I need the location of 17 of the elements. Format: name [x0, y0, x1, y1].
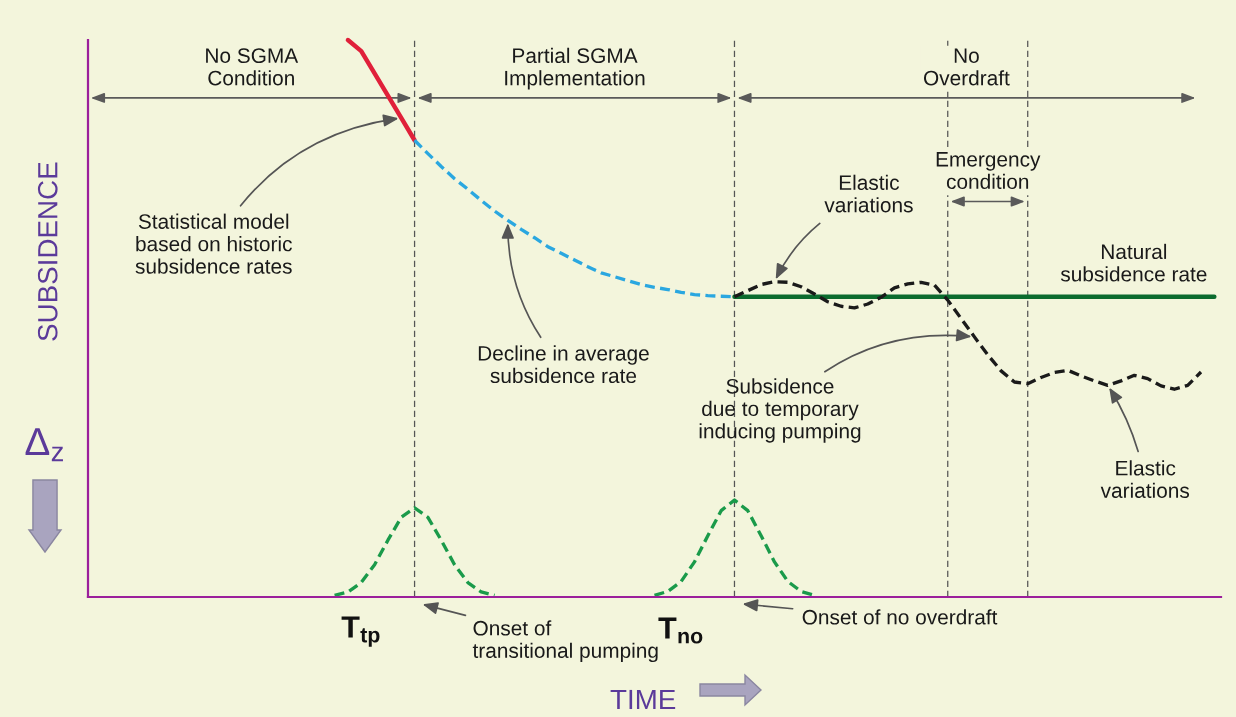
annotation: Decline in average subsidence rate	[478, 345, 649, 384]
x-tick-label: T$_{no}$	[658, 617, 703, 644]
annotation: Emergency condition	[936, 152, 1041, 190]
series-label: Natural subsidence rate	[1060, 243, 1207, 282]
annotation: Partial SGMA Implementation	[505, 47, 645, 90]
annotation: Elastic variations	[1100, 460, 1190, 498]
annotation: Subsidence due to temporary inducing pumping	[699, 378, 861, 443]
annotation: No Overdraft	[923, 48, 1010, 86]
x-tick-label: T$_{tp}$	[341, 616, 380, 647]
x-axis-title: TIME	[610, 689, 676, 710]
annotation: Elastic variations	[824, 174, 913, 213]
y-axis-title: SUBSIDENCE	[37, 162, 58, 341]
text: Onset of no overdraft	[802, 609, 998, 625]
text: Onset of transitional pumping	[472, 620, 658, 663]
text: Δ$_{z}$	[25, 428, 63, 462]
annotation: Statistical model based on historic subsidence rates	[135, 213, 292, 274]
annotation: No SGMA Condition	[206, 48, 299, 86]
